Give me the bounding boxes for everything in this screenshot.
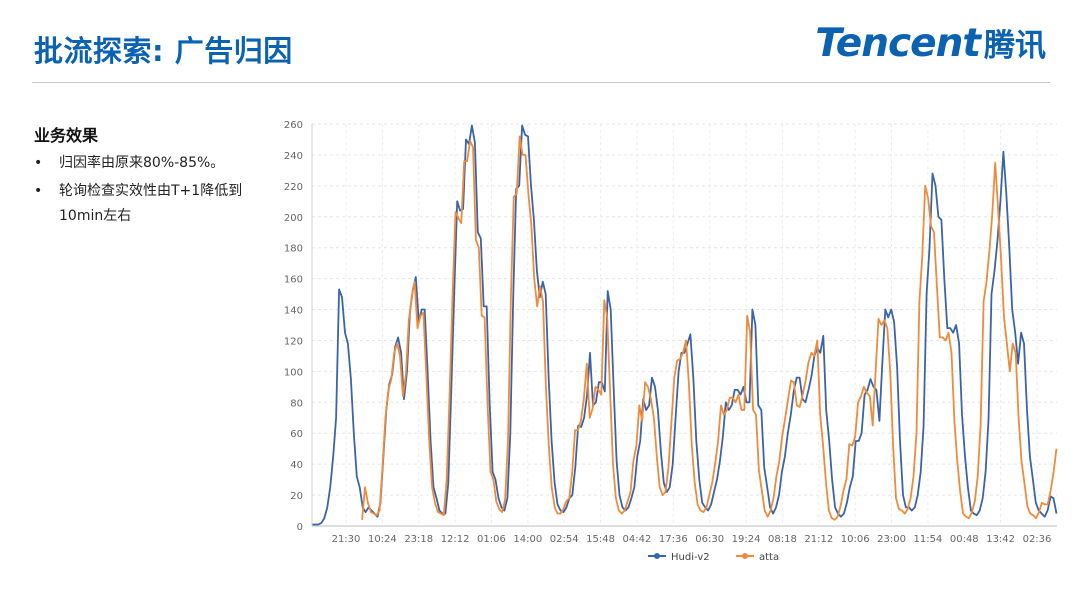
x-tick-label: 01:06: [477, 534, 506, 545]
x-tick-label: 00:48: [950, 534, 979, 545]
y-tick-label: 260: [284, 120, 303, 131]
x-tick-label: 15:48: [586, 534, 615, 545]
y-tick-label: 180: [284, 244, 303, 255]
bullet-text: 轮询检查实效性由T+1降低到10min左右: [59, 183, 243, 224]
header-divider: [32, 82, 1050, 83]
y-tick-label: 200: [284, 213, 303, 224]
x-tick-label: 10:24: [368, 534, 397, 545]
series-line-hudi-v2: [312, 124, 1058, 526]
x-tick-label: 23:18: [404, 534, 433, 545]
x-tick-label: 11:54: [913, 534, 942, 545]
effect-bullets: • 归因率由原来80%-85%。 • 轮询检查实效性由T+1降低到10min左右: [34, 151, 274, 232]
bullet-text: 归因率由原来80%-85%。: [59, 155, 225, 171]
x-tick-label: 08:18: [768, 534, 797, 545]
legend-label: Hudi-v2: [671, 552, 710, 563]
effect-heading: 业务效果: [34, 126, 99, 145]
legend-swatch-dot: [654, 553, 660, 559]
bullet-dot: •: [34, 183, 43, 199]
y-tick-label: 20: [290, 491, 303, 502]
y-tick-label: 240: [284, 151, 303, 162]
bullet-item: • 轮询检查实效性由T+1降低到10min左右: [34, 179, 274, 229]
y-tick-label: 160: [284, 275, 303, 286]
y-tick-label: 60: [290, 429, 303, 440]
attribution-line-chart: 0 20 40 60 80 100 120 140 160 180 200 220 240 260 21:3…: [284, 120, 1058, 563]
x-tick-label: 23:00: [877, 534, 906, 545]
logo-latin: Tencent: [815, 21, 981, 66]
series-line-atta: [361, 135, 1058, 521]
y-tick-label: 220: [284, 182, 303, 193]
y-tick-label: 80: [290, 398, 303, 409]
page-title: 批流探索: 广告归因: [34, 34, 293, 68]
legend-label: atta: [759, 552, 779, 563]
x-tick-label: 02:54: [550, 534, 579, 545]
x-tick-label: 17:36: [659, 534, 688, 545]
x-tick-label: 21:30: [332, 534, 361, 545]
bullet-dot: •: [34, 155, 43, 171]
x-tick-label: 02:36: [1023, 534, 1052, 545]
tencent-logo: Tencent 腾讯: [815, 20, 1046, 66]
x-tick-label: 04:42: [623, 534, 652, 545]
x-tick-label: 19:24: [732, 534, 761, 545]
y-tick-label: 100: [284, 367, 303, 378]
x-tick-label: 21:12: [804, 534, 833, 545]
logo-cjk: 腾讯: [984, 28, 1046, 64]
x-tick-label: 06:30: [695, 534, 724, 545]
y-tick-label: 0: [297, 522, 303, 533]
x-tick-label: 13:42: [986, 534, 1015, 545]
y-tick-label: 40: [290, 460, 303, 471]
x-tick-label: 14:00: [513, 534, 542, 545]
x-tick-label: 12:12: [441, 534, 470, 545]
legend-swatch-dot: [742, 553, 748, 559]
bullet-item: • 归因率由原来80%-85%。: [34, 151, 274, 176]
x-tick-label: 10:06: [841, 534, 870, 545]
y-tick-label: 120: [284, 336, 303, 347]
y-tick-label: 140: [284, 306, 303, 317]
